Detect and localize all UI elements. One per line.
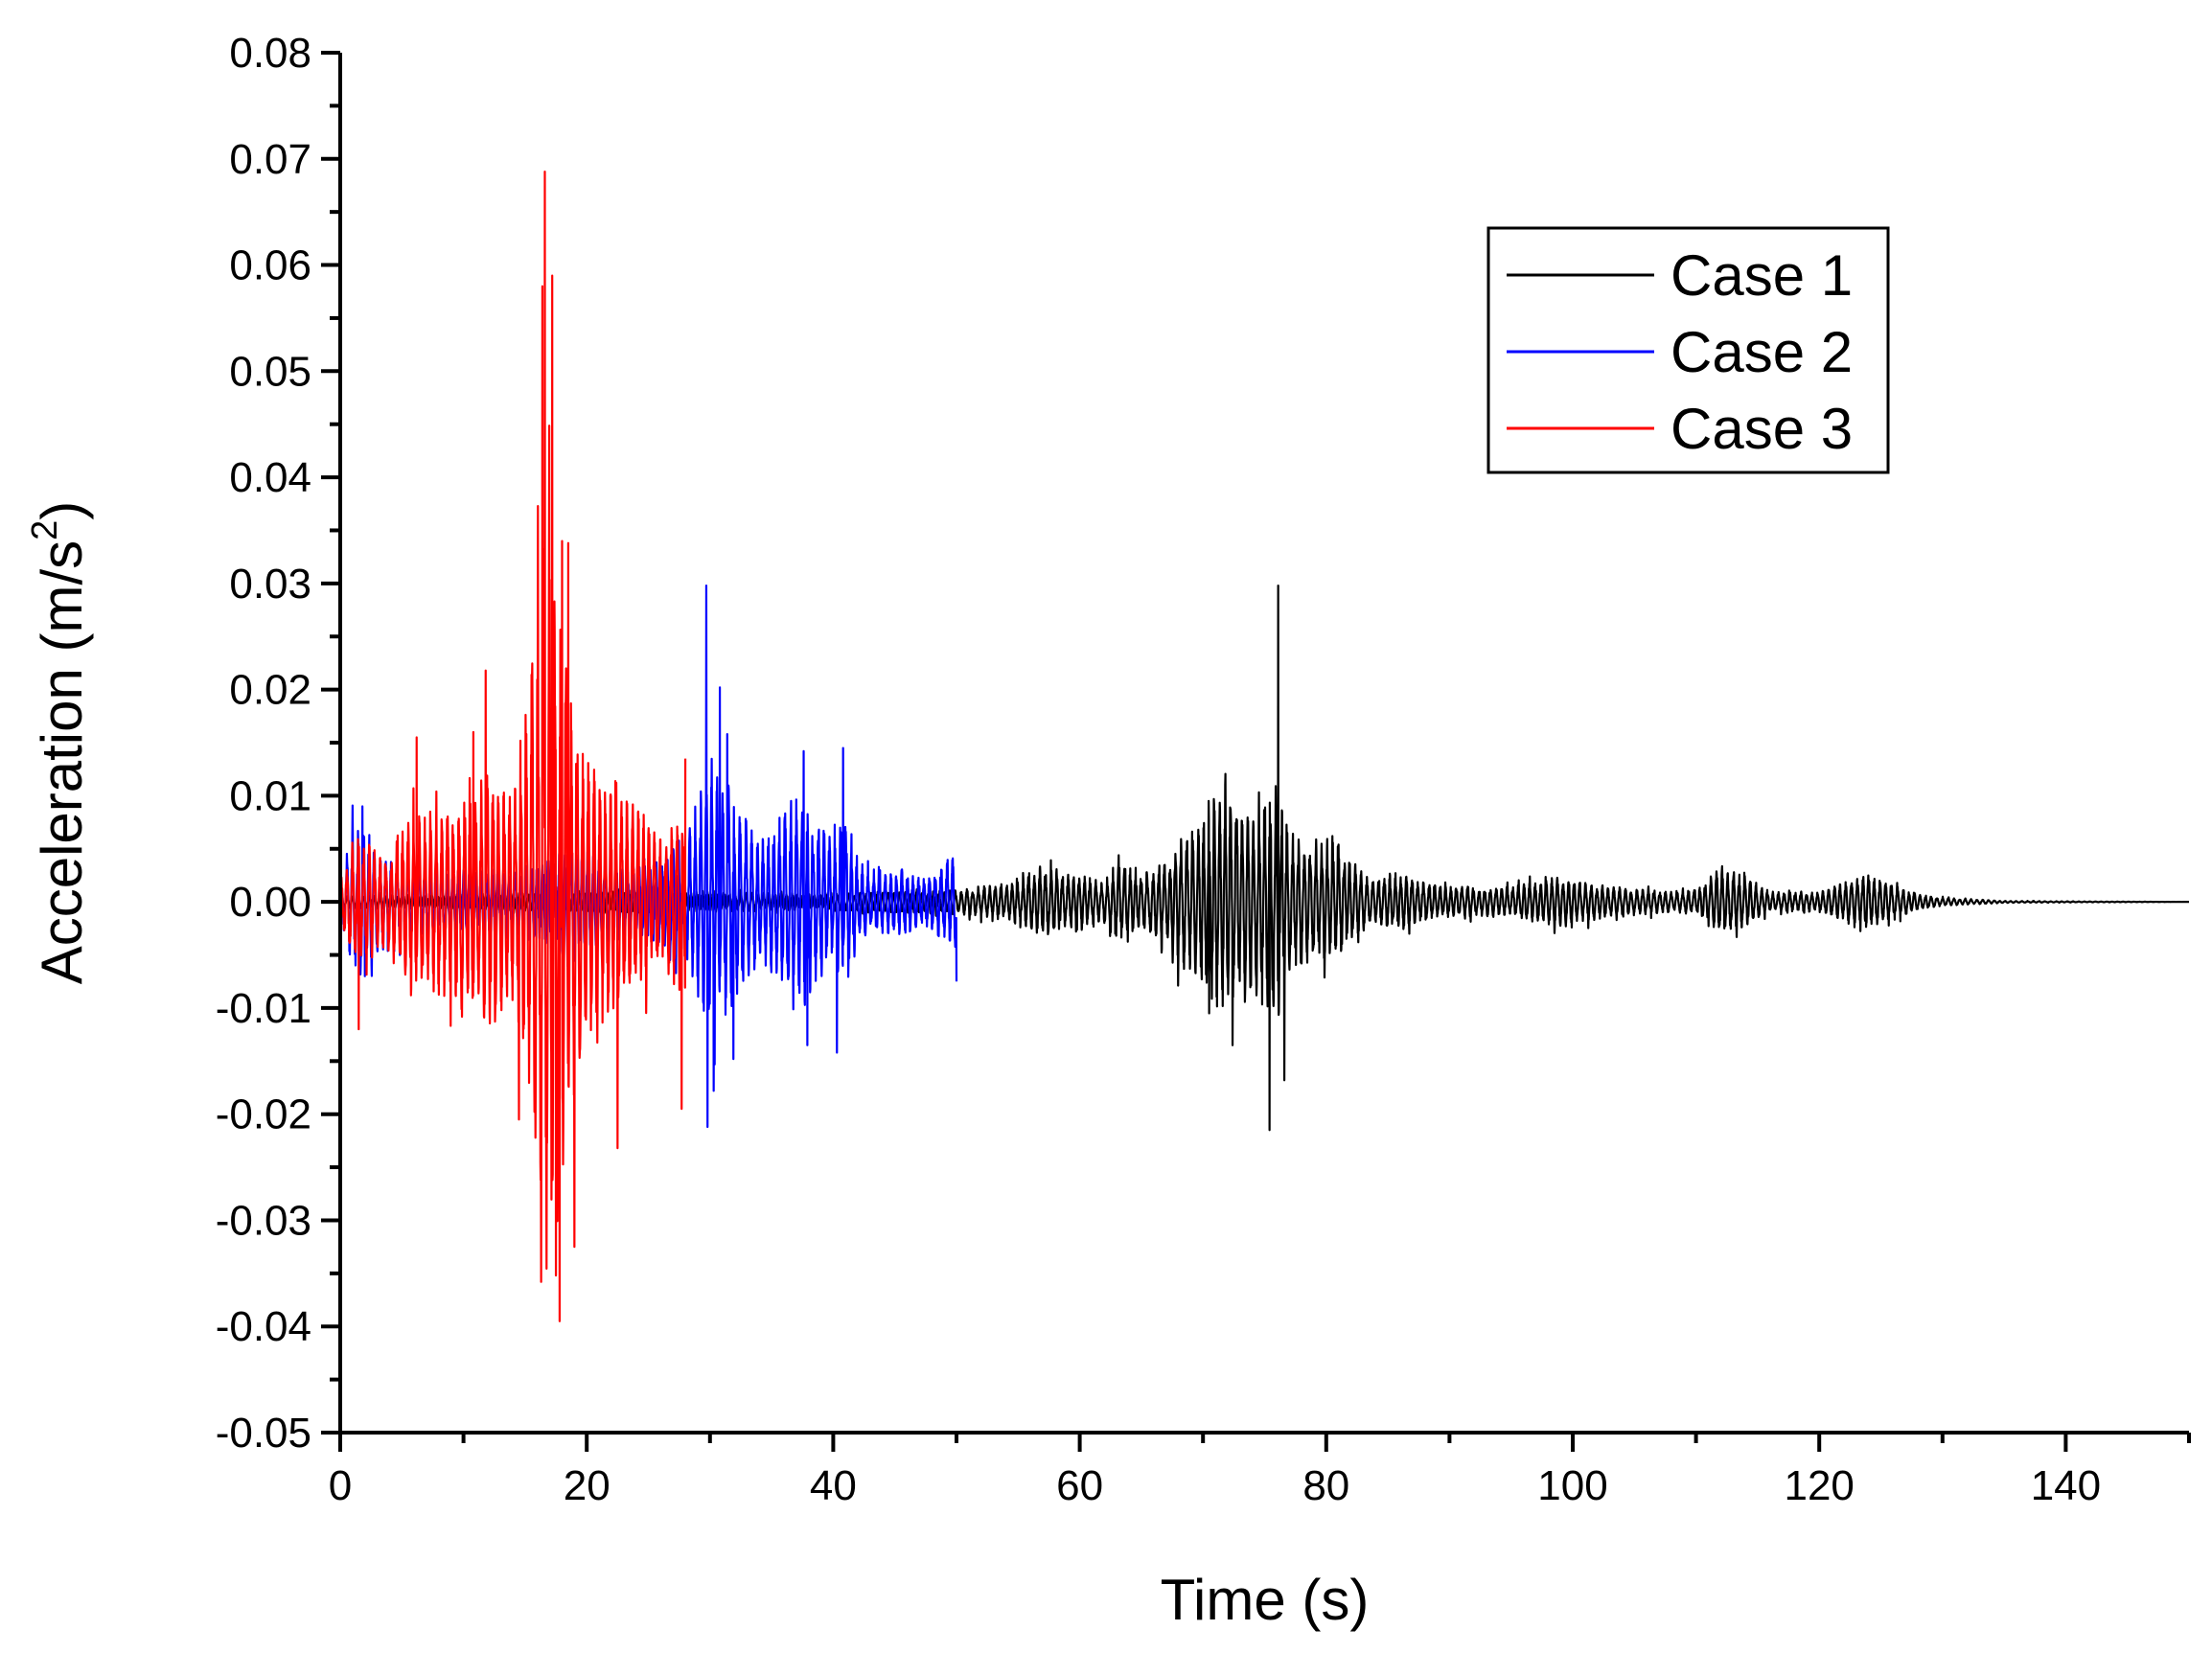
y-tick-label: 0.00 xyxy=(229,879,311,926)
legend-label-case-1: Case 1 xyxy=(1671,243,1853,308)
x-axis-title: Time (s) xyxy=(1161,1568,1370,1632)
legend: Case 1 Case 2 Case 3 xyxy=(1486,226,1890,474)
y-tick-label: -0.02 xyxy=(216,1091,311,1138)
x-tick-label: 100 xyxy=(1537,1462,1607,1509)
legend-label-case-3: Case 3 xyxy=(1671,397,1853,461)
x-tick-label: 40 xyxy=(810,1462,857,1509)
series-line-case-3 xyxy=(340,170,687,1322)
y-axis-title-suffix: ) xyxy=(30,501,94,520)
legend-label-case-2: Case 2 xyxy=(1671,320,1853,384)
x-tick-label: 80 xyxy=(1302,1462,1349,1509)
y-tick-label: -0.01 xyxy=(216,985,311,1032)
axes xyxy=(338,53,2189,1435)
y-tick-label: -0.04 xyxy=(216,1303,311,1350)
series-layer xyxy=(340,170,2189,1322)
y-tick-label: 0.01 xyxy=(229,772,311,819)
y-tick-label: 0.08 xyxy=(229,30,311,77)
y-tick-label: -0.03 xyxy=(216,1197,311,1244)
x-tick-label: 60 xyxy=(1056,1462,1103,1509)
y-tick-label: 0.04 xyxy=(229,454,311,501)
y-axis-title-superscript: 2 xyxy=(25,520,65,540)
y-tick-label: 0.07 xyxy=(229,136,311,183)
x-tick-label: 120 xyxy=(1784,1462,1854,1509)
x-tick-label: 0 xyxy=(329,1462,352,1509)
tick-labels: -0.05 -0.04 -0.03 -0.02 -0.01 0.00 0.01 0.02 0.0… xyxy=(216,30,2101,1509)
tick-marks xyxy=(321,51,2191,1452)
y-tick-label: 0.03 xyxy=(229,561,311,608)
y-tick-label: 0.05 xyxy=(229,348,311,395)
y-axis-title-main: Acceleration (m/s xyxy=(30,540,94,984)
x-tick-label: 20 xyxy=(564,1462,611,1509)
x-tick-label: 140 xyxy=(2031,1462,2101,1509)
y-tick-label: -0.05 xyxy=(216,1410,311,1457)
y-tick-label: 0.06 xyxy=(229,242,311,289)
y-tick-label: 0.02 xyxy=(229,667,311,714)
y-axis-title: Acceleration (m/s2) xyxy=(25,501,94,985)
